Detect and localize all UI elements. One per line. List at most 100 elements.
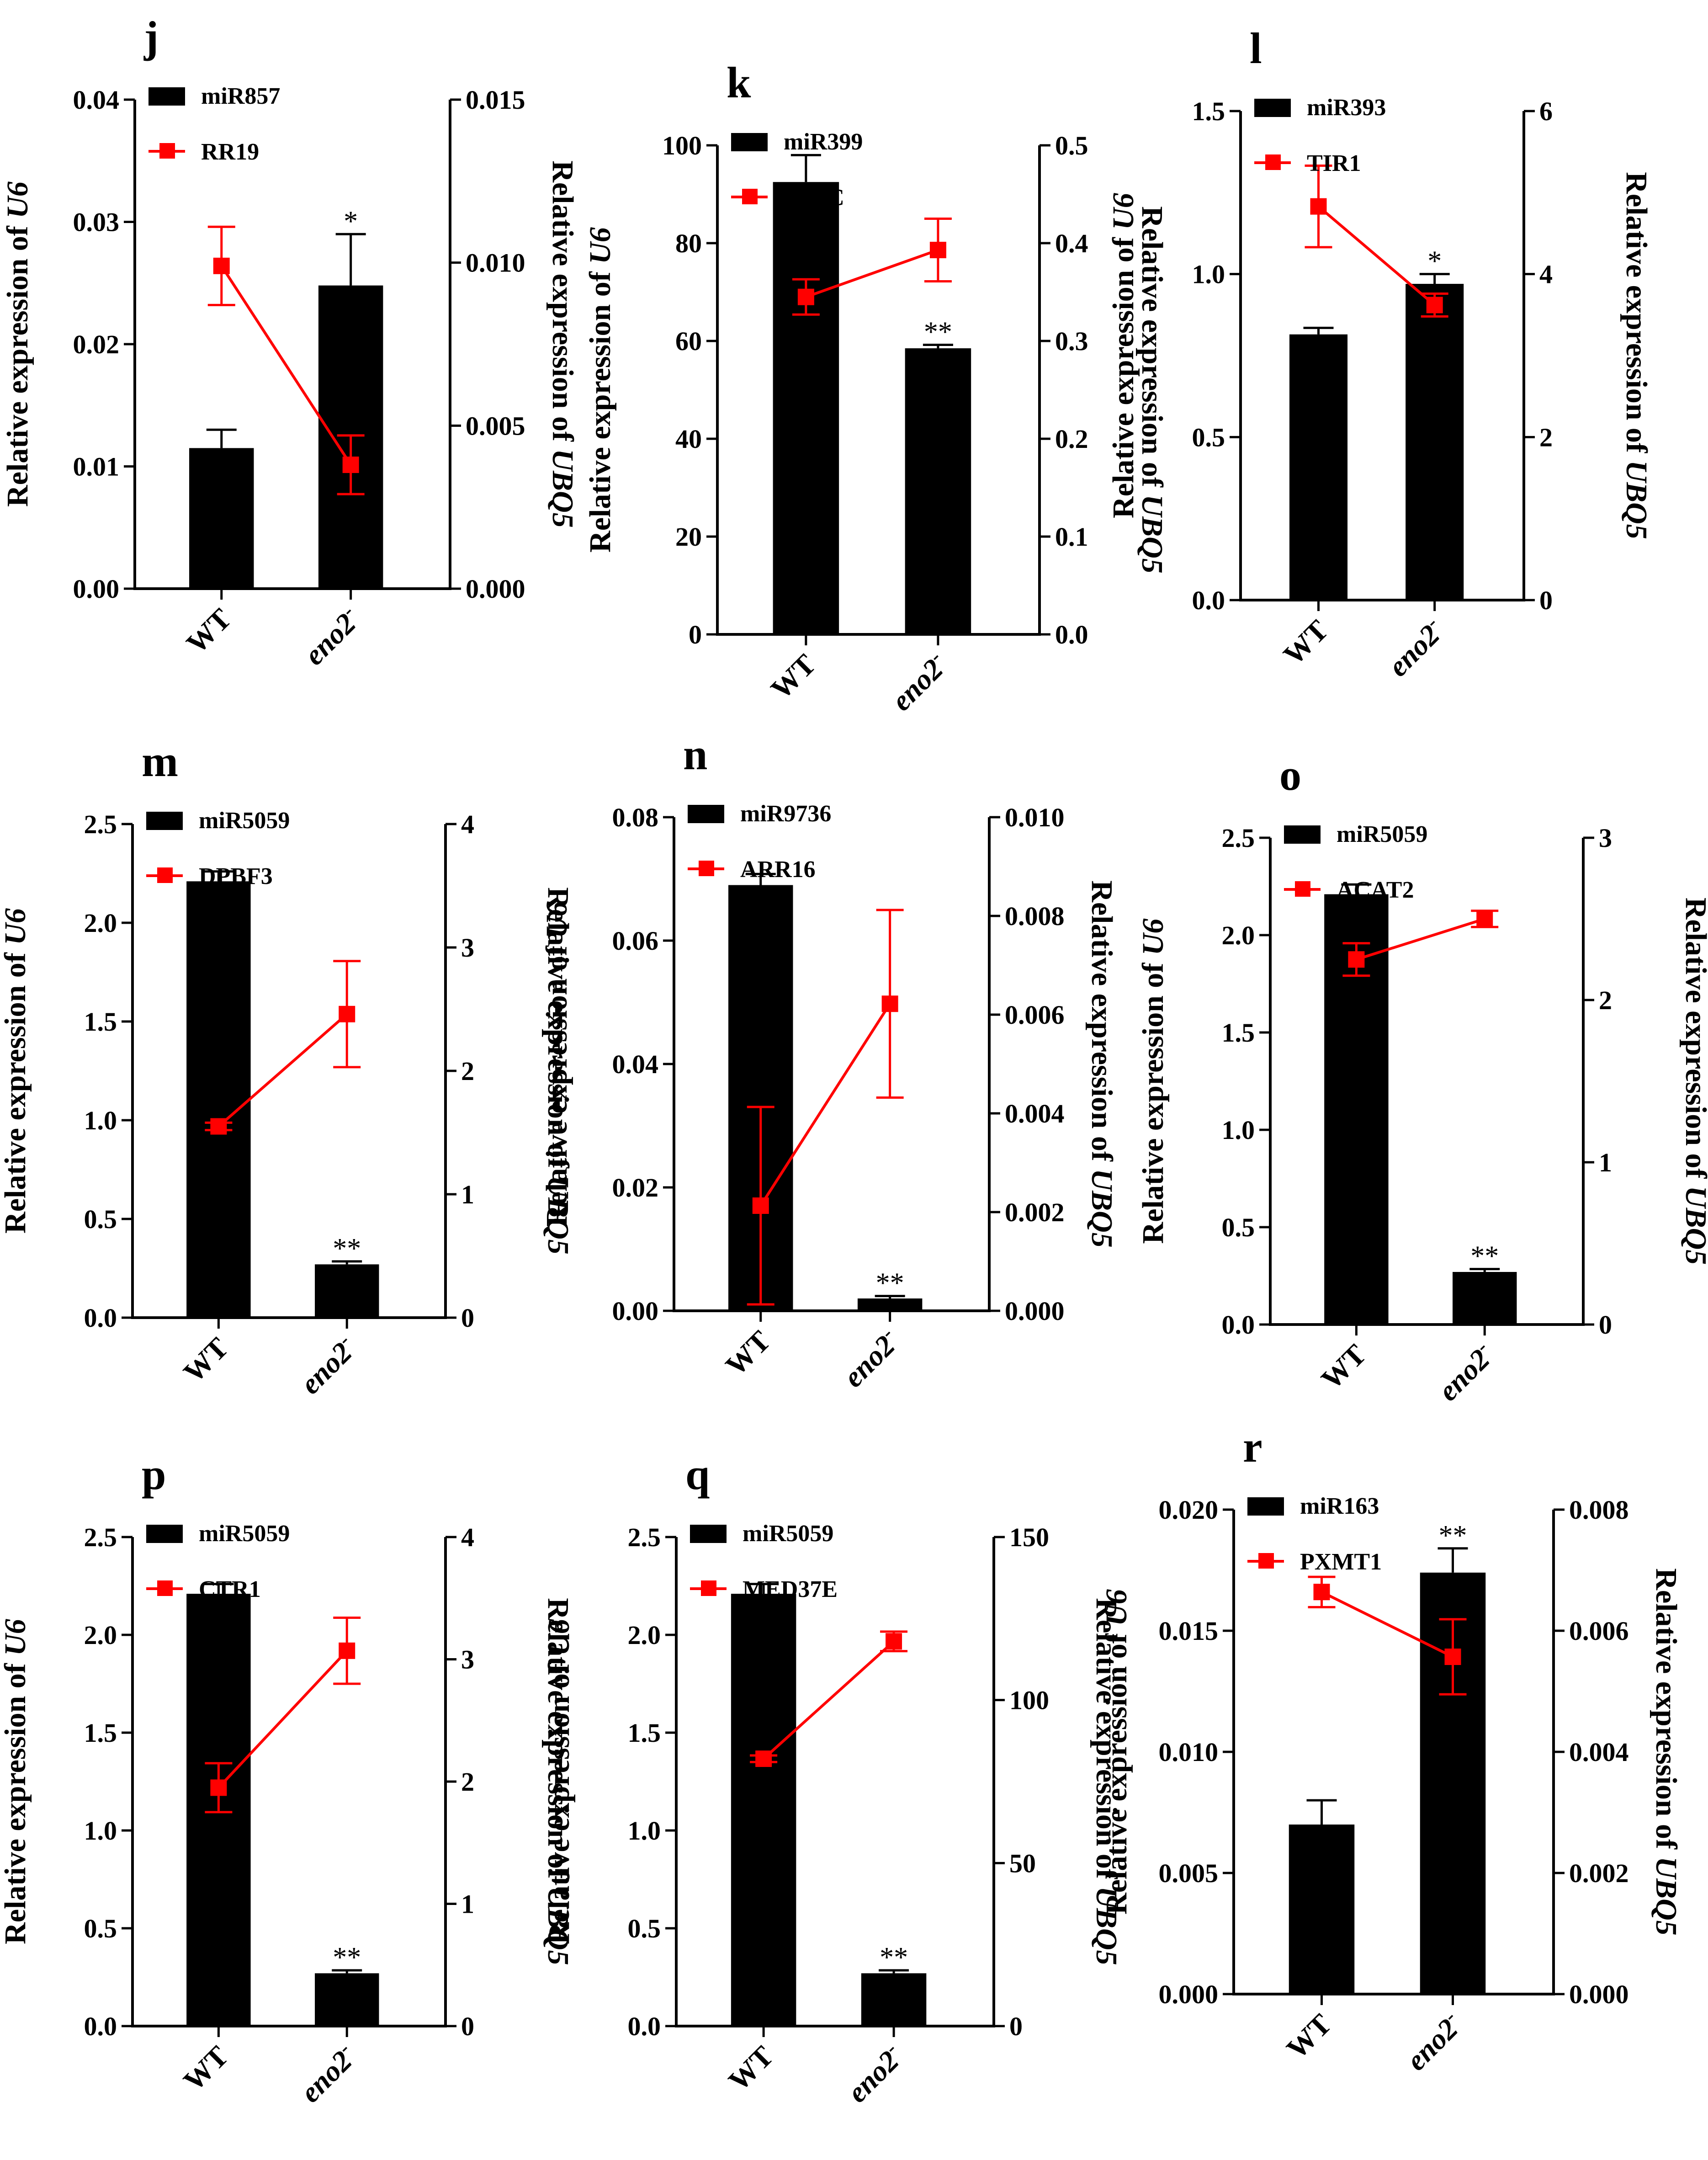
panel-o: o ** 0.0 0.5 1.0 1.5 2.0 2.5 0 1 2 3 WT eno2- Relative… <box>1136 750 1708 1407</box>
panel-n-right-tick-label-5: 0.010 <box>1005 803 1065 832</box>
panel-q-left-axis-title-gene: U6 <box>542 1619 576 1656</box>
panel-o-legend-line-marker <box>1295 881 1310 897</box>
panel-q-category-label-0: WT <box>722 2040 780 2097</box>
panel-k-right-tick-label-1: 0.1 <box>1055 522 1088 552</box>
panel-l-category-label-1: eno2- <box>1379 612 1451 683</box>
panel-j-category-label-1: eno2- <box>296 600 367 671</box>
panel-r-left-tick-label-0: 0.000 <box>1159 1979 1219 2009</box>
panel-k-right-tick-label-3: 0.3 <box>1055 326 1088 356</box>
panel-p-legend-bar-label: miR5059 <box>199 1521 290 1547</box>
panel-k-left-axis-title-text: Relative expression of <box>583 264 617 553</box>
panel-o-left-axis-title-gene: U6 <box>1136 919 1170 956</box>
panel-l: l * 0.0 0.5 1.0 1.5 0 2 4 6 WT eno2- Relative expres… <box>1107 24 1653 683</box>
panel-m-letter: m <box>142 737 178 786</box>
panel-o-significance-1: ** <box>1470 1241 1499 1272</box>
panel-m-right-tick-label-0: 0 <box>461 1303 474 1333</box>
panel-o-point-1 <box>1476 910 1493 927</box>
panel-m-legend-line-label: DPBF3 <box>199 863 273 889</box>
panel-j-legend-line-marker <box>159 143 175 159</box>
panel-l-significance-1: * <box>1427 246 1442 277</box>
panel-m-left-axis-title-text: Relative expression of <box>0 945 32 1234</box>
panel-j-left-tick-label-4: 0.04 <box>73 85 120 115</box>
panel-q-right-axis-title-gene: UBQ5 <box>1090 1886 1123 1965</box>
panel-n-left-tick-label-0: 0.00 <box>612 1296 659 1326</box>
panel-j-series-line <box>220 265 352 466</box>
panel-m-left-tick-label-5: 2.5 <box>84 809 117 839</box>
panel-l-legend-bar-swatch <box>1254 99 1291 117</box>
panel-j-letter: j <box>143 12 159 61</box>
panel-k-left-axis-title-gene: U6 <box>583 227 617 264</box>
panel-l-legend-bar-label: miR393 <box>1307 95 1386 121</box>
panel-m-significance-1: ** <box>333 1233 361 1264</box>
panel-j-legend-line-label: RR19 <box>201 139 259 165</box>
panel-q-right-tick-label-3: 150 <box>1009 1522 1049 1552</box>
panel-l-left-tick-label-0: 0.0 <box>1192 585 1225 615</box>
panel-r-right-tick-label-1: 0.002 <box>1569 1858 1629 1888</box>
panel-r: r ** 0.000 0.005 0.010 0.015 0.020 0.000 0.002 0.… <box>1100 1422 1683 2077</box>
panel-k-right-tick-label-5: 0.5 <box>1055 131 1088 160</box>
panel-n: n ** 0.00 0.02 0.04 0.06 0.08 0.000 0.002 0.004 0.… <box>540 730 1119 1394</box>
panel-l-left-tick-label-3: 1.5 <box>1192 96 1225 126</box>
panel-p-left-tick-label-5: 2.5 <box>84 1522 117 1552</box>
panel-k-left-tick-label-0: 0 <box>689 620 702 649</box>
panel-k-left-tick-label-2: 40 <box>675 424 702 454</box>
panel-j-category-label-0: WT <box>180 602 238 660</box>
panel-o-left-tick-label-5: 2.5 <box>1222 823 1255 853</box>
panel-k-legend-bar-label: miR399 <box>784 129 863 155</box>
panel-o-right-tick-label-1: 1 <box>1599 1148 1612 1177</box>
panel-q: q ** 0.0 0.5 1.0 1.5 2.0 2.5 0 50 100 150 WT eno2- Rel… <box>542 1450 1123 2109</box>
panel-o-bar-1 <box>1453 1272 1517 1325</box>
panel-m-series-line <box>217 1013 348 1128</box>
panel-o-category-label-0: WT <box>1315 1338 1373 1396</box>
panel-q-left-tick-label-4: 2.0 <box>628 1620 661 1650</box>
panel-n-point-1 <box>881 995 898 1012</box>
panel-q-left-tick-label-5: 2.5 <box>628 1522 661 1552</box>
panel-o-letter: o <box>1279 750 1301 799</box>
panel-r-bar-0 <box>1289 1825 1355 1994</box>
panel-q-legend-line-label: MED37E <box>743 1576 838 1602</box>
panel-j-right-tick-label-2: 0.010 <box>466 248 525 278</box>
panel-q-left-tick-label-1: 0.5 <box>628 1914 661 1943</box>
panel-q-right-tick-label-1: 50 <box>1009 1848 1036 1878</box>
panel-n-right-tick-label-3: 0.006 <box>1005 1000 1065 1030</box>
panel-j-left-axis-title: Relative expression of U6 <box>1 181 34 507</box>
panel-r-right-tick-label-3: 0.006 <box>1569 1616 1629 1646</box>
panel-p-left-tick-label-0: 0.0 <box>84 2011 117 2041</box>
panel-k-letter: k <box>727 58 751 107</box>
panel-m-left-tick-label-4: 2.0 <box>84 908 117 938</box>
panel-r-point-0 <box>1313 1584 1330 1601</box>
panel-k-category-label-0: WT <box>764 648 822 706</box>
panel-l-point-0 <box>1310 198 1327 215</box>
panel-l-right-axis-title-text: Relative expression of <box>1620 172 1653 460</box>
panel-l-right-tick-label-0: 0 <box>1539 585 1553 615</box>
panel-p-letter: p <box>142 1450 166 1499</box>
panel-k-legend-line-marker <box>742 189 758 204</box>
panel-n-legend-line-marker <box>699 861 714 876</box>
panel-j-point-1 <box>342 456 359 473</box>
panel-j-significance-1: * <box>344 206 358 237</box>
panel-j-left-axis-title-gene: U6 <box>1 181 34 218</box>
panel-r-right-axis-title: Relative expression of UBQ5 <box>1650 1568 1683 1936</box>
panel-o-left-tick-label-1: 0.5 <box>1222 1213 1255 1242</box>
panel-o-left-axis-title-text: Relative expression of <box>1136 955 1170 1244</box>
panel-j-left-tick-label-0: 0.00 <box>73 574 120 604</box>
panel-q-left-tick-label-2: 1.0 <box>628 1816 661 1846</box>
panel-q-significance-1: ** <box>880 1942 908 1973</box>
panel-m-left-tick-label-2: 1.0 <box>84 1106 117 1135</box>
panel-q-left-axis-title: Relative expression of U6 <box>542 1619 576 1944</box>
panel-n-right-tick-label-0: 0.000 <box>1005 1296 1065 1326</box>
panel-n-letter: n <box>683 730 707 779</box>
panel-n-bar-1 <box>857 1298 923 1311</box>
panel-p-left-tick-label-3: 1.5 <box>84 1718 117 1748</box>
panel-n-series-line <box>759 1003 891 1207</box>
panel-m-left-tick-label-1: 0.5 <box>84 1204 117 1234</box>
panel-j-left-axis-title-text: Relative expression of <box>1 218 34 507</box>
panel-l-left-axis-title: Relative expression of U6 <box>1107 193 1140 518</box>
panel-q-left-tick-label-0: 0.0 <box>628 2011 661 2041</box>
panel-l-left-axis-title-text: Relative expression of <box>1107 230 1140 518</box>
panel-m-category-label-0: WT <box>177 1331 235 1389</box>
panel-k-right-axis-title: Relative expression of UBQ5 <box>1135 206 1169 574</box>
panel-k-point-0 <box>797 288 814 305</box>
panel-j-right-tick-label-0: 0.000 <box>466 574 525 604</box>
panel-m-bar-0 <box>186 881 251 1318</box>
